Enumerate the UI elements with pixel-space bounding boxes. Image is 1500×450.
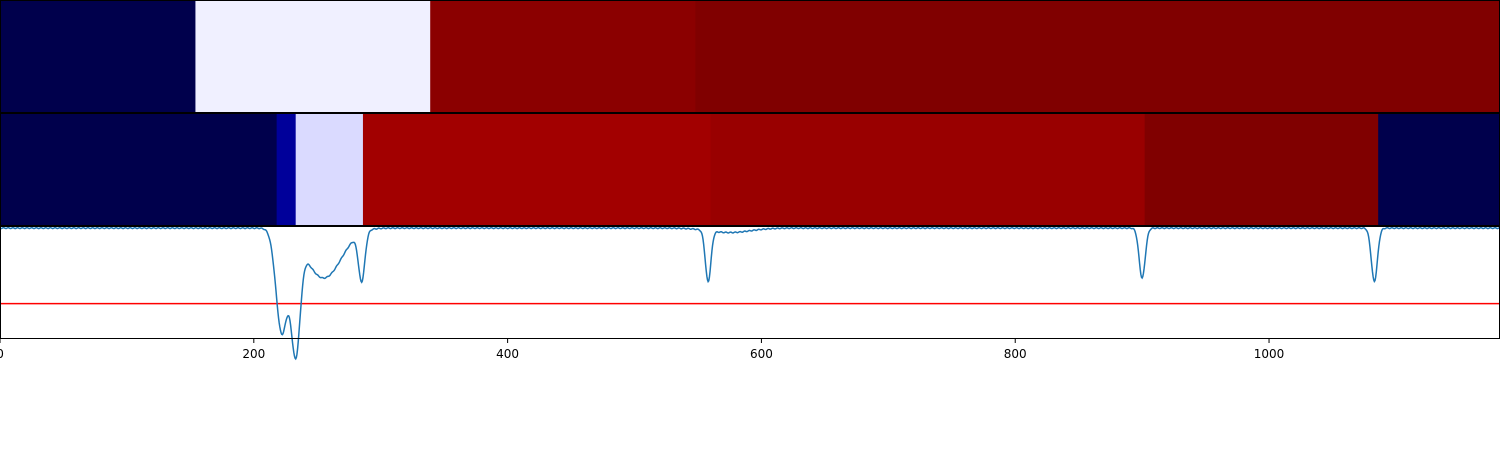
segment-row-1-block-3: [430, 1, 696, 112]
segment-row-1-block-4: [695, 1, 1500, 112]
segment-row-1-block-2: [195, 1, 431, 112]
segment-row-2-block-1: [0, 114, 278, 225]
segment-row-2-block-4: [362, 114, 712, 225]
x-tick-label: 800: [1004, 347, 1027, 361]
signal-series-line: [0, 226, 1500, 361]
signal-panel: [0, 226, 1500, 361]
x-tick-label: 200: [242, 347, 265, 361]
x-axis: 0 200 400 600 800 1000: [0, 338, 1284, 361]
segment-row-2-block-7: [1378, 114, 1500, 225]
segment-row-1-block-1: [0, 1, 196, 112]
segment-row-2-block-5: [710, 114, 1146, 225]
segment-row-1: [0, 1, 1500, 112]
segment-row-2-block-3: [295, 114, 364, 225]
x-tick-label: 600: [750, 347, 773, 361]
segment-row-2: [0, 114, 1500, 225]
x-tick-label: 400: [496, 347, 519, 361]
segment-row-2-block-2: [276, 114, 297, 225]
signal-panel-frame: [0, 226, 1500, 339]
x-tick-label: 0: [0, 347, 4, 361]
x-tick-label: 1000: [1254, 347, 1285, 361]
segment-row-2-block-6: [1144, 114, 1379, 225]
